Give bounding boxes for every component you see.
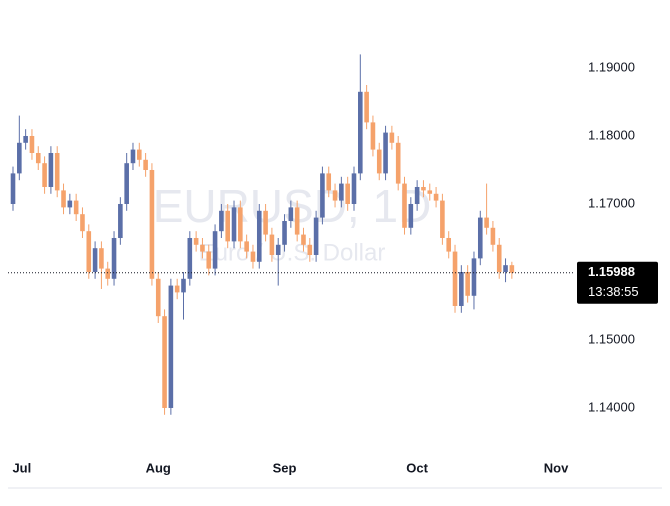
countdown-label: 13:38:55 <box>588 284 639 299</box>
candle-body <box>459 271 464 306</box>
candle-body <box>427 190 433 194</box>
candle-body <box>351 173 357 204</box>
x-tick-label: Jul <box>12 460 31 475</box>
price-label-box <box>577 261 658 304</box>
candle-body <box>402 183 407 228</box>
candle-body <box>187 237 193 279</box>
candle-body <box>263 210 268 235</box>
candle-body <box>339 183 344 201</box>
x-tick-label: Aug <box>146 460 171 475</box>
candle-body <box>168 285 174 408</box>
last-price-label: 1.15988 <box>588 264 635 279</box>
y-tick-label: 1.14000 <box>588 399 635 414</box>
candle-body <box>250 251 256 262</box>
candle-body <box>282 220 287 245</box>
y-tick-label: 1.17000 <box>588 195 635 210</box>
y-tick-label: 1.15000 <box>588 331 635 346</box>
watermark-subtitle: Euro / U.S. Dollar <box>199 239 386 266</box>
candle-body <box>269 234 275 255</box>
candle-body <box>313 217 319 255</box>
candle-body <box>17 142 22 174</box>
candle-body <box>73 200 79 215</box>
candle-body <box>67 200 73 208</box>
candle-body <box>358 91 363 174</box>
candle-body <box>452 251 458 306</box>
candle-body <box>301 234 306 245</box>
candle-body <box>307 244 313 255</box>
candle-body <box>54 152 60 191</box>
watermark-title: EURUSD, 1D <box>153 180 432 232</box>
candle-body <box>503 265 508 272</box>
candle-body <box>376 149 382 174</box>
x-tick-label: Oct <box>406 460 428 475</box>
candle-body <box>484 217 489 228</box>
candle-body <box>332 190 338 201</box>
candle-body <box>162 316 167 408</box>
candle-body <box>80 214 85 232</box>
candle-body <box>465 271 470 296</box>
candle-body <box>509 265 515 273</box>
candle-body <box>288 207 294 221</box>
candle-body <box>389 132 395 143</box>
candle-body <box>118 203 123 238</box>
candle-body <box>471 258 477 296</box>
candle-body <box>174 285 180 293</box>
candle-body <box>136 149 142 160</box>
candle-body <box>111 237 117 279</box>
candle-body <box>414 186 420 204</box>
x-tick-label: Sep <box>273 460 297 475</box>
candle-body <box>105 268 111 279</box>
candle-body <box>440 200 445 238</box>
candle-body <box>490 227 496 245</box>
candle-body <box>496 244 502 272</box>
candle-body <box>181 278 186 293</box>
candle-body <box>477 217 483 259</box>
candle-body <box>86 231 92 272</box>
candle-body <box>48 152 54 187</box>
candle-body <box>219 210 224 232</box>
candle-body <box>130 149 136 164</box>
candle-body <box>256 210 262 262</box>
candle-body <box>29 135 35 153</box>
candle-body <box>99 248 104 269</box>
candle-body <box>61 190 66 208</box>
candle-body <box>193 237 199 245</box>
candle-body <box>124 163 129 204</box>
candle-body <box>433 193 439 201</box>
candle-body <box>370 122 376 150</box>
candle-body <box>212 231 218 269</box>
candle-body <box>10 173 16 204</box>
candle-body <box>446 237 452 252</box>
candle-body <box>92 248 98 272</box>
y-tick-label: 1.19000 <box>588 59 635 74</box>
candle-body <box>238 207 243 242</box>
candle-body <box>383 132 388 174</box>
candle-body <box>225 210 231 242</box>
candle-body <box>143 159 148 170</box>
candle-body <box>42 163 47 187</box>
candle-body <box>231 207 237 242</box>
x-tick-label: Nov <box>544 460 569 475</box>
candle-body <box>23 135 28 143</box>
candle-body <box>275 244 281 255</box>
candle-body <box>206 251 212 269</box>
y-tick-label: 1.18000 <box>588 127 635 142</box>
candle-body <box>155 278 161 317</box>
candle-body <box>200 244 205 252</box>
candle-body <box>345 183 350 204</box>
candle-body <box>364 91 369 123</box>
candle-body <box>408 203 414 228</box>
candle-body <box>326 173 332 191</box>
candle-body <box>244 241 249 252</box>
candle-body <box>35 152 41 164</box>
candle-body <box>294 207 300 235</box>
candle-body <box>149 169 155 279</box>
candle-body <box>421 186 426 191</box>
candle-body <box>395 142 401 184</box>
candle-body <box>320 173 325 218</box>
